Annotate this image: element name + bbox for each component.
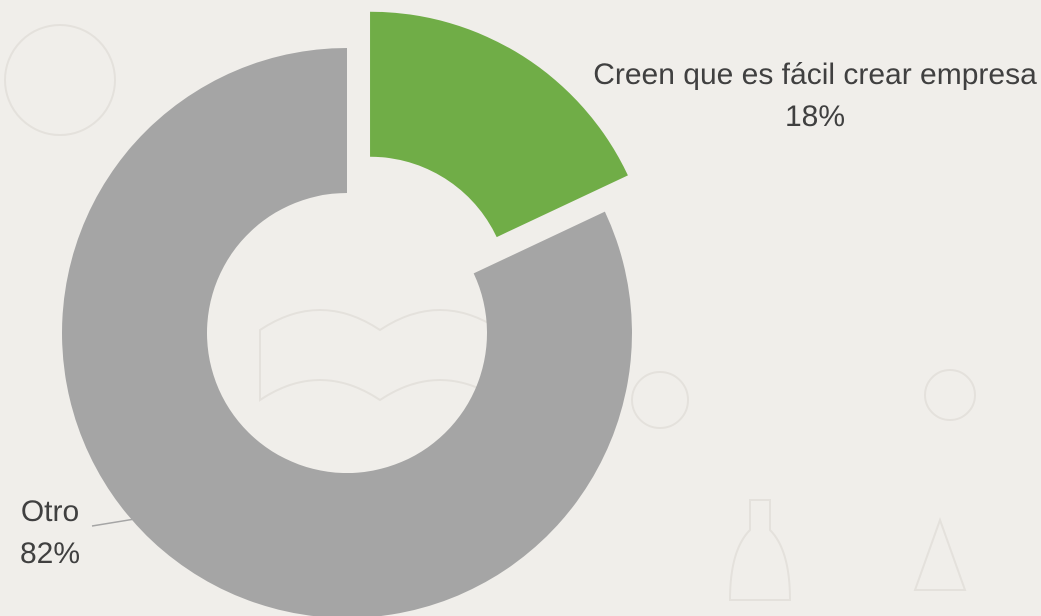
value-label: 82%: [19, 537, 81, 570]
data-label: Creen que es fácil crear empresa 18%: [585, 54, 1041, 138]
category-label: Creen que es fácil crear empresa: [593, 58, 1037, 91]
data-label: Otro 82%: [0, 491, 100, 575]
donut-slice: [370, 11, 628, 238]
donut-slice: [62, 48, 632, 616]
leader-line: [91, 518, 136, 527]
value-label: 18%: [784, 100, 846, 133]
category-label: Otro: [20, 495, 80, 528]
